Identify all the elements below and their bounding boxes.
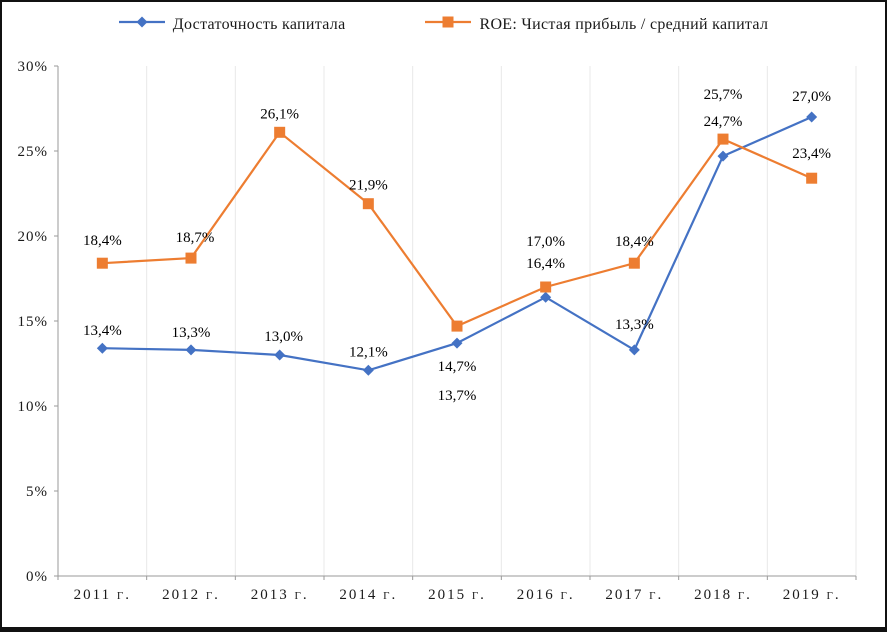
data-point-square [96, 257, 108, 269]
data-point-label: 13,0% [264, 329, 303, 345]
data-point-label: 13,3% [172, 325, 211, 341]
x-category-label: 2019 г. [783, 587, 841, 603]
data-point-label: 13,4% [83, 323, 122, 339]
data-point-label: 24,7% [704, 114, 743, 130]
legend-label-capital-adequacy: Достаточность капитала [172, 15, 346, 33]
x-category-label: 2011 г. [74, 587, 131, 603]
data-point-square [806, 172, 818, 184]
data-point-label: 27,0% [792, 89, 831, 105]
y-tick-label: 15% [18, 314, 49, 330]
data-point-square [717, 133, 729, 145]
x-category-label: 2014 г. [339, 587, 397, 603]
data-point-diamond [717, 150, 729, 162]
data-point-square [274, 126, 286, 138]
y-tick-label: 20% [18, 229, 49, 245]
data-point-diamond [806, 111, 818, 123]
data-point-label: 18,4% [83, 233, 122, 249]
x-category-label: 2017 г. [605, 587, 663, 603]
x-category-label: 2013 г. [251, 587, 309, 603]
data-point-label: 12,1% [349, 344, 388, 360]
data-point-diamond [451, 337, 463, 349]
data-point-diamond [274, 349, 286, 361]
legend-marker-diamond-icon [118, 14, 165, 35]
data-point-label: 21,9% [349, 178, 388, 194]
y-tick-label: 0% [26, 569, 48, 585]
data-point-label: 18,4% [615, 234, 654, 250]
data-point-label: 14,7% [438, 359, 477, 375]
legend-item-capital-adequacy: Достаточность капитала [118, 14, 346, 35]
data-point-square [362, 198, 374, 210]
data-point-diamond [96, 342, 108, 354]
data-point-label: 13,3% [615, 317, 654, 333]
data-point-label: 17,0% [526, 234, 565, 250]
y-tick-label: 5% [26, 484, 48, 500]
data-point-label: 23,4% [792, 146, 831, 162]
data-point-square [451, 320, 463, 332]
data-point-label: 16,4% [526, 256, 565, 272]
y-tick-label: 10% [18, 399, 49, 415]
x-category-label: 2015 г. [428, 587, 486, 603]
data-point-diamond [540, 291, 552, 303]
data-point-diamond [362, 364, 374, 376]
x-category-label: 2018 г. [694, 587, 752, 603]
x-category-label: 2012 г. [162, 587, 220, 603]
data-point-square [185, 252, 197, 264]
legend-marker-square-icon [425, 14, 472, 35]
legend-item-roe: ROE: Чистая прибыль / средний капитал [425, 14, 768, 35]
data-point-label: 26,1% [260, 106, 299, 122]
x-category-label: 2016 г. [517, 587, 575, 603]
data-point-label: 25,7% [704, 87, 743, 103]
data-point-diamond [628, 344, 640, 356]
data-point-square [628, 257, 640, 269]
y-tick-label: 30% [18, 59, 49, 75]
chart-legend: Достаточность капитала ROE: Чистая прибы… [2, 14, 885, 35]
data-point-label: 13,7% [438, 388, 477, 404]
data-point-diamond [185, 344, 197, 356]
y-tick-label: 25% [18, 144, 49, 160]
data-point-label: 18,7% [176, 230, 215, 246]
legend-label-roe: ROE: Чистая прибыль / средний капитал [479, 15, 769, 33]
data-point-square [540, 281, 552, 293]
